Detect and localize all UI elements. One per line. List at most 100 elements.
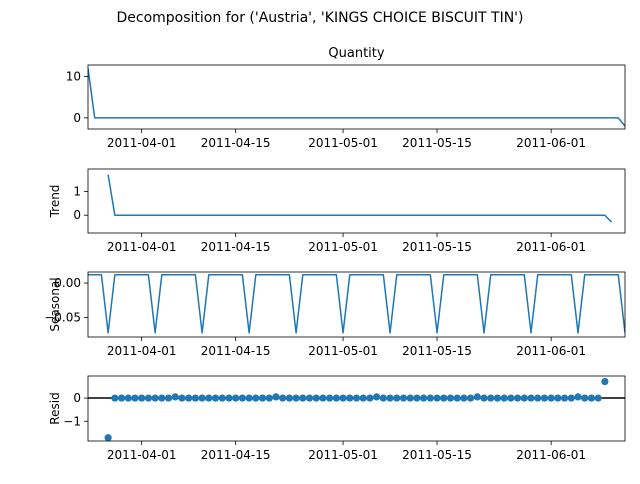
resid-point [446,394,455,402]
resid-point [319,394,327,402]
resid-point [574,393,582,401]
x-tick-label: 2011-06-01 [516,240,586,254]
resid-point [493,394,502,402]
x-tick-label: 2011-05-01 [308,344,378,358]
resid-point [144,394,153,402]
x-tick-label: 2011-04-15 [201,344,271,358]
resid-point [178,394,186,402]
panel-ylabel: Seasonal [48,277,62,331]
resid-point [514,394,522,402]
series [88,274,625,334]
resid-point [211,394,220,402]
resid-point [399,394,408,402]
resid-point [467,394,475,402]
resid-point [393,394,401,402]
resid-point [433,394,441,402]
x-tick-label: 2011-04-15 [201,240,271,254]
resid-point [426,394,434,402]
resid-point [279,394,287,402]
axes-frame [87,375,626,442]
resid-point [198,394,206,402]
resid-point [540,394,549,402]
panel-4: Resid 0 −1 2011-04-01 2011-04-15 2011-05-01 20… [48,375,626,462]
resid-point [164,394,173,402]
resid-point [312,394,320,402]
resid-point [346,394,354,402]
resid-point [567,394,575,402]
y-tick-label: 0 [73,111,81,125]
resid-point [225,394,233,402]
series [88,68,625,127]
resid-point [420,394,428,402]
resid-point [265,394,273,402]
resid-point [245,394,253,402]
y-tick-label: 0.00 [54,276,81,290]
x-tick-label: 2011-04-01 [107,448,177,462]
resid-point [379,394,387,402]
resid-point [191,394,199,402]
series-line [107,174,613,223]
figure-suptitle: Decomposition for ('Austria', 'KINGS CHO… [117,10,524,26]
resid-point [326,394,334,402]
panel-title: Quantity [328,46,384,61]
resid-point [185,394,193,402]
x-tick-label: 2011-04-01 [107,136,177,150]
resid-point [460,394,468,402]
x-tick-label: 2011-05-01 [308,136,378,150]
resid-point [117,394,126,402]
x-tick-label: 2011-06-01 [516,136,586,150]
series [107,174,613,223]
resid-point [534,394,542,402]
x-tick-label: 2011-04-01 [107,240,177,254]
panel-ylabel: Resid [48,392,62,424]
panel-1: Quantity 0 10 2011-04-01 2011-04-15 2011-05-0… [66,46,626,150]
resid-point [124,394,132,402]
resid-point [440,394,448,402]
resid-point [373,393,381,401]
resid-point [131,394,139,402]
x-tick-label: 2011-05-15 [402,240,472,254]
resid-point [487,394,495,402]
resid-point [406,394,414,402]
panel-ylabel: Trend [48,185,62,219]
panel-2: Trend 0 1 2011-04-01 2011-04-15 2011-05-01 201… [48,168,626,254]
resid-point [386,394,394,402]
resid-point [151,394,159,402]
axes-frame [87,64,626,130]
resid-point [104,434,112,441]
series-line [88,68,625,127]
y-tick-label: −1 [63,414,81,428]
resid-point [587,394,596,402]
resid-point [601,377,609,386]
resid-point [205,394,213,402]
resid-point [473,393,481,401]
x-tick-label: 2011-05-15 [402,136,472,150]
x-tick-label: 2011-05-01 [308,240,378,254]
resid-point [366,394,374,402]
resid-point [258,394,267,402]
series [104,377,609,441]
resid-point [158,394,166,402]
resid-point [272,393,280,401]
resid-point [500,394,508,402]
resid-point [285,394,293,402]
resid-point [581,394,589,402]
y-tick-label: 0 [73,208,81,222]
resid-point [171,393,179,401]
resid-point [238,394,246,402]
subplots: Quantity 0 10 2011-04-01 2011-04-15 2011-05-0… [44,46,626,462]
x-tick-label: 2011-05-15 [402,344,472,358]
resid-point [560,394,569,402]
x-tick-label: 2011-04-01 [107,344,177,358]
series-line [88,274,625,334]
resid-point [111,394,119,402]
resid-point [547,394,555,402]
x-tick-label: 2011-04-15 [201,136,271,150]
axes-frame [87,168,626,234]
y-tick-label: 10 [66,70,81,84]
resid-point [299,394,307,402]
resid-point [554,394,562,402]
resid-point [339,394,347,402]
